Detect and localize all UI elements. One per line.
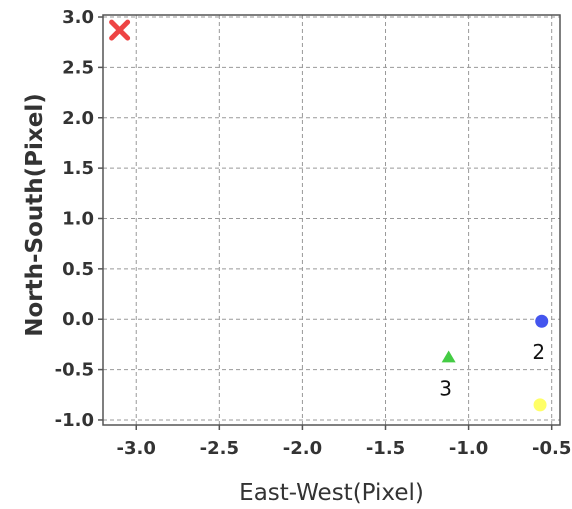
y-tick-label: 2.5 [62,57,94,78]
point-label: 3 [439,377,452,401]
y-tick-label: 0.5 [62,259,94,280]
y-tick-label: 3.0 [62,7,94,28]
data-point-x-marker [109,19,131,41]
ticks: -3.0 -2.5 -2.0 -1.5 -1.0 -0.5 3.0 2.5 2.0 1.5 1.0 0… [55,7,572,459]
data-points: 23 [109,19,549,412]
x-tick-label: -2.5 [200,438,239,459]
x-tick-label: -2.0 [283,438,322,459]
y-tick-label: 0.0 [62,309,94,330]
x-axis-label: East-West(Pixel) [239,480,424,506]
x-tick-label: -0.5 [532,438,571,459]
x-tick-label: -3.0 [117,438,156,459]
y-tick-label: -0.5 [55,360,94,381]
data-point-circle [535,314,549,328]
plot-area [102,14,561,426]
y-tick-label: 1.0 [62,208,94,229]
data-point-triangle [441,350,456,363]
data-point-circle [533,398,547,412]
y-tick-label: 1.5 [62,158,94,179]
y-axis-label: North-South(Pixel) [22,93,48,337]
x-tick-label: -1.5 [366,438,405,459]
y-tick-label: -1.0 [55,410,94,431]
grid [103,15,560,425]
point-label: 2 [532,340,545,364]
x-tick-label: -1.0 [449,438,488,459]
y-tick-label: 2.0 [62,108,94,129]
